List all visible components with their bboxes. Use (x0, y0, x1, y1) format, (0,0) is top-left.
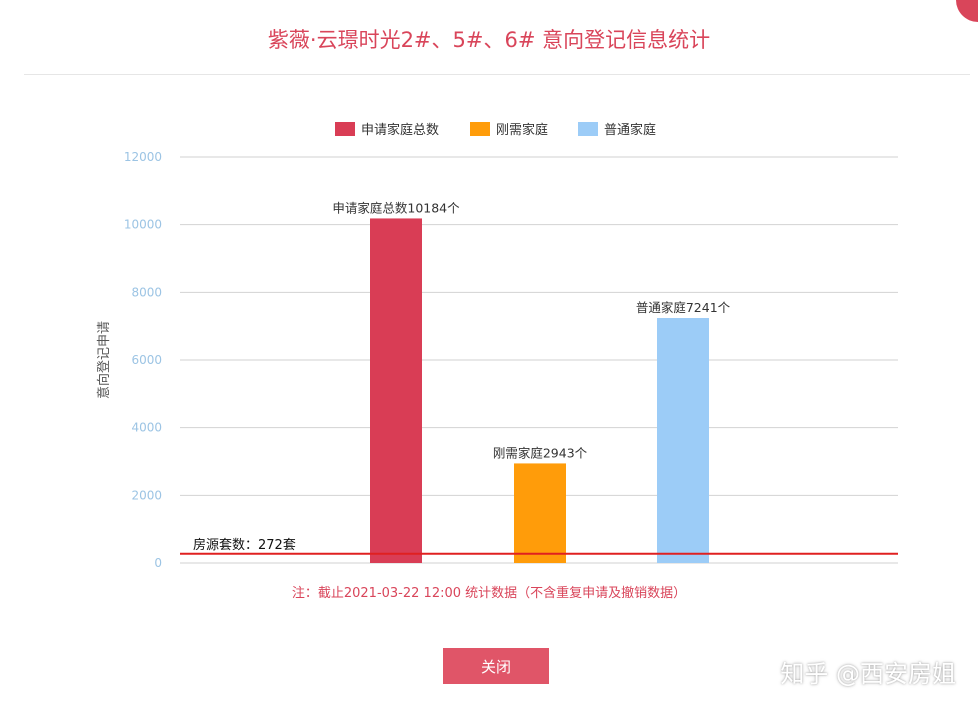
title-divider (24, 74, 970, 75)
legend-item-total[interactable]: 申请家庭总数 (335, 119, 439, 138)
legend-swatch-rigid (470, 121, 490, 136)
close-button[interactable]: 关闭 (443, 648, 549, 684)
bar-rigid-label: 刚需家庭2943个 (493, 445, 588, 460)
bar-total-label: 申请家庭总数10184个 (332, 200, 460, 215)
reference-line-label: 房源套数：272套 (193, 537, 296, 553)
legend-label-rigid: 刚需家庭 (496, 123, 549, 138)
page-title: 紫薇·云璟时光2#、5#、6# 意向登记信息统计 (267, 28, 711, 52)
reference-line-group: 房源套数：272套 (180, 537, 898, 555)
legend-label-total: 申请家庭总数 (361, 123, 440, 138)
footnote: 注：截止2021-03-22 12:00 统计数据（不含重复申请及撤销数据） (291, 586, 687, 601)
y-axis-label: 意向登记申请 (96, 321, 112, 399)
bar-ordinary-label: 普通家庭7241个 (636, 300, 731, 315)
y-tick-label: 12000 (124, 150, 162, 164)
legend-label-ordinary: 普通家庭 (604, 123, 657, 138)
y-tick-label: 2000 (131, 488, 162, 502)
watermark: 知乎 @西安房姐 (780, 660, 956, 688)
y-tick-label: 10000 (124, 218, 162, 232)
y-tick-label: 4000 (131, 421, 162, 435)
bar-total[interactable] (370, 218, 422, 563)
y-tick-label: 8000 (131, 285, 162, 299)
legend-swatch-ordinary (578, 121, 598, 136)
legend-item-rigid[interactable]: 刚需家庭 (470, 119, 548, 138)
y-axis-ticks: 0 2000 4000 6000 8000 10000 12000 (124, 150, 162, 570)
bar-chart: 0 2000 4000 6000 8000 10000 12000 意向登记申请 申请家庭总… (96, 150, 898, 570)
y-tick-label: 6000 (131, 353, 162, 367)
chart-legend: 申请家庭总数 刚需家庭 普通家庭 (0, 119, 978, 139)
legend-item-ordinary[interactable]: 普通家庭 (578, 119, 656, 138)
bar-rigid[interactable] (514, 463, 566, 563)
bar-ordinary[interactable] (657, 318, 709, 563)
legend-swatch-total (335, 121, 355, 136)
y-tick-label: 0 (154, 556, 162, 570)
